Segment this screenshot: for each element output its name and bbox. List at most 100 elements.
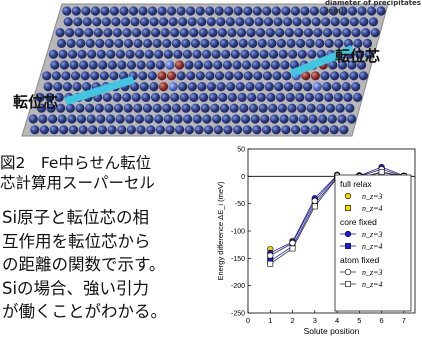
- atom-blue: [330, 71, 340, 81]
- atom-blue: [90, 6, 100, 16]
- atom-blue: [293, 82, 303, 92]
- atom-blue: [189, 92, 199, 102]
- atom-blue: [168, 17, 178, 27]
- atom-blue: [59, 60, 69, 70]
- atom-blue: [217, 27, 227, 38]
- atom-blue: [271, 6, 281, 16]
- atom-blue: [271, 125, 281, 135]
- atom-blue: [329, 125, 339, 135]
- atom-red: [174, 60, 185, 70]
- atom-blue: [264, 82, 274, 92]
- atom-blue: [339, 71, 349, 81]
- atom-blue: [178, 17, 188, 27]
- atom-blue: [165, 125, 175, 135]
- atom-red: [301, 71, 311, 81]
- atom-blue: [332, 27, 342, 38]
- atom-blue: [187, 82, 197, 92]
- atom-blue: [283, 17, 293, 27]
- dislocation-core-label-left: 転位芯: [13, 93, 59, 111]
- atom-blue: [300, 125, 310, 135]
- atom-blue: [75, 103, 85, 113]
- dislocation-core-label-right: 転位芯: [335, 47, 381, 65]
- atom-blue: [243, 6, 253, 16]
- atom-blue: [255, 82, 265, 92]
- legend-marker: [345, 205, 351, 211]
- atom-blue: [231, 114, 241, 124]
- legend-entry: n_z=4: [362, 280, 383, 289]
- atom-blue: [144, 49, 154, 59]
- atom-blue: [254, 17, 264, 27]
- atom-blue: [206, 17, 216, 27]
- figure-caption-line1: 図2 Fe中らせん転位: [0, 154, 152, 172]
- atom-blue: [93, 27, 103, 38]
- atom-blue: [355, 49, 365, 59]
- atom-blue: [210, 103, 220, 113]
- atom-blue: [341, 82, 351, 92]
- legend-marker: [344, 268, 352, 276]
- atom-blue: [237, 92, 247, 102]
- data-point: [267, 260, 274, 267]
- atom-blue: [131, 92, 141, 102]
- atom-blue: [90, 71, 100, 81]
- atom-blue: [223, 125, 233, 135]
- atom-blue: [270, 60, 280, 70]
- atom-blue: [28, 114, 38, 124]
- atom-blue: [203, 60, 213, 70]
- atom-blue: [347, 60, 357, 70]
- atom-blue: [294, 27, 304, 38]
- atom-blue: [298, 114, 308, 124]
- atom-blue: [225, 17, 235, 27]
- atom-blue: [268, 103, 278, 113]
- atom-blue: [194, 125, 204, 135]
- atom-blue: [36, 103, 47, 113]
- atom-blue: [77, 49, 87, 59]
- atom-blue: [50, 60, 60, 70]
- atom-blue: [362, 38, 373, 49]
- atom-blue: [131, 27, 142, 38]
- atom-blue: [253, 71, 263, 81]
- atom-blue: [147, 6, 158, 16]
- atom-blue: [179, 27, 189, 38]
- atom-blue: [151, 27, 161, 38]
- atom-blue: [319, 125, 330, 135]
- atom-blue: [285, 92, 295, 102]
- atom-blue: [305, 38, 315, 49]
- atom-blue: [316, 103, 326, 113]
- atom-blue: [338, 6, 348, 16]
- atom-blue: [276, 38, 286, 49]
- top-axis-caption: diameter of precipitates (nm): [325, 0, 421, 15]
- atom-blue: [353, 38, 363, 49]
- atom-blue: [176, 71, 186, 81]
- supercell-plane: [21, 3, 389, 137]
- atom-blue: [302, 17, 312, 27]
- atom-blue: [65, 27, 75, 38]
- atom-blue: [198, 27, 208, 38]
- atom-blue: [257, 38, 267, 49]
- atom-blue: [96, 49, 106, 59]
- legend-heading: full relax: [340, 179, 372, 189]
- atom-blue: [95, 38, 105, 49]
- atom-blue: [152, 103, 162, 113]
- atom-light-blue: [168, 82, 178, 92]
- atom-blue: [308, 114, 318, 124]
- atom-blue: [39, 125, 50, 135]
- atom-blue: [86, 114, 96, 124]
- atom-blue: [155, 60, 165, 70]
- atom-blue: [56, 103, 66, 113]
- atom-blue: [142, 103, 152, 113]
- atom-blue: [289, 114, 299, 124]
- atom-blue: [63, 17, 73, 27]
- atom-blue: [179, 92, 189, 102]
- atom-blue: [324, 38, 334, 49]
- atom-blue: [240, 114, 251, 124]
- atom-blue: [337, 60, 347, 70]
- atom-blue: [126, 60, 137, 70]
- atom-red: [158, 82, 169, 92]
- atom-blue: [82, 17, 92, 27]
- y-tick-label: -150: [231, 256, 245, 263]
- atom-blue: [134, 114, 144, 124]
- atom-blue: [170, 92, 180, 102]
- atom-blue: [162, 38, 172, 49]
- atom-blue: [199, 92, 209, 102]
- x-tick-label: 3: [313, 316, 317, 325]
